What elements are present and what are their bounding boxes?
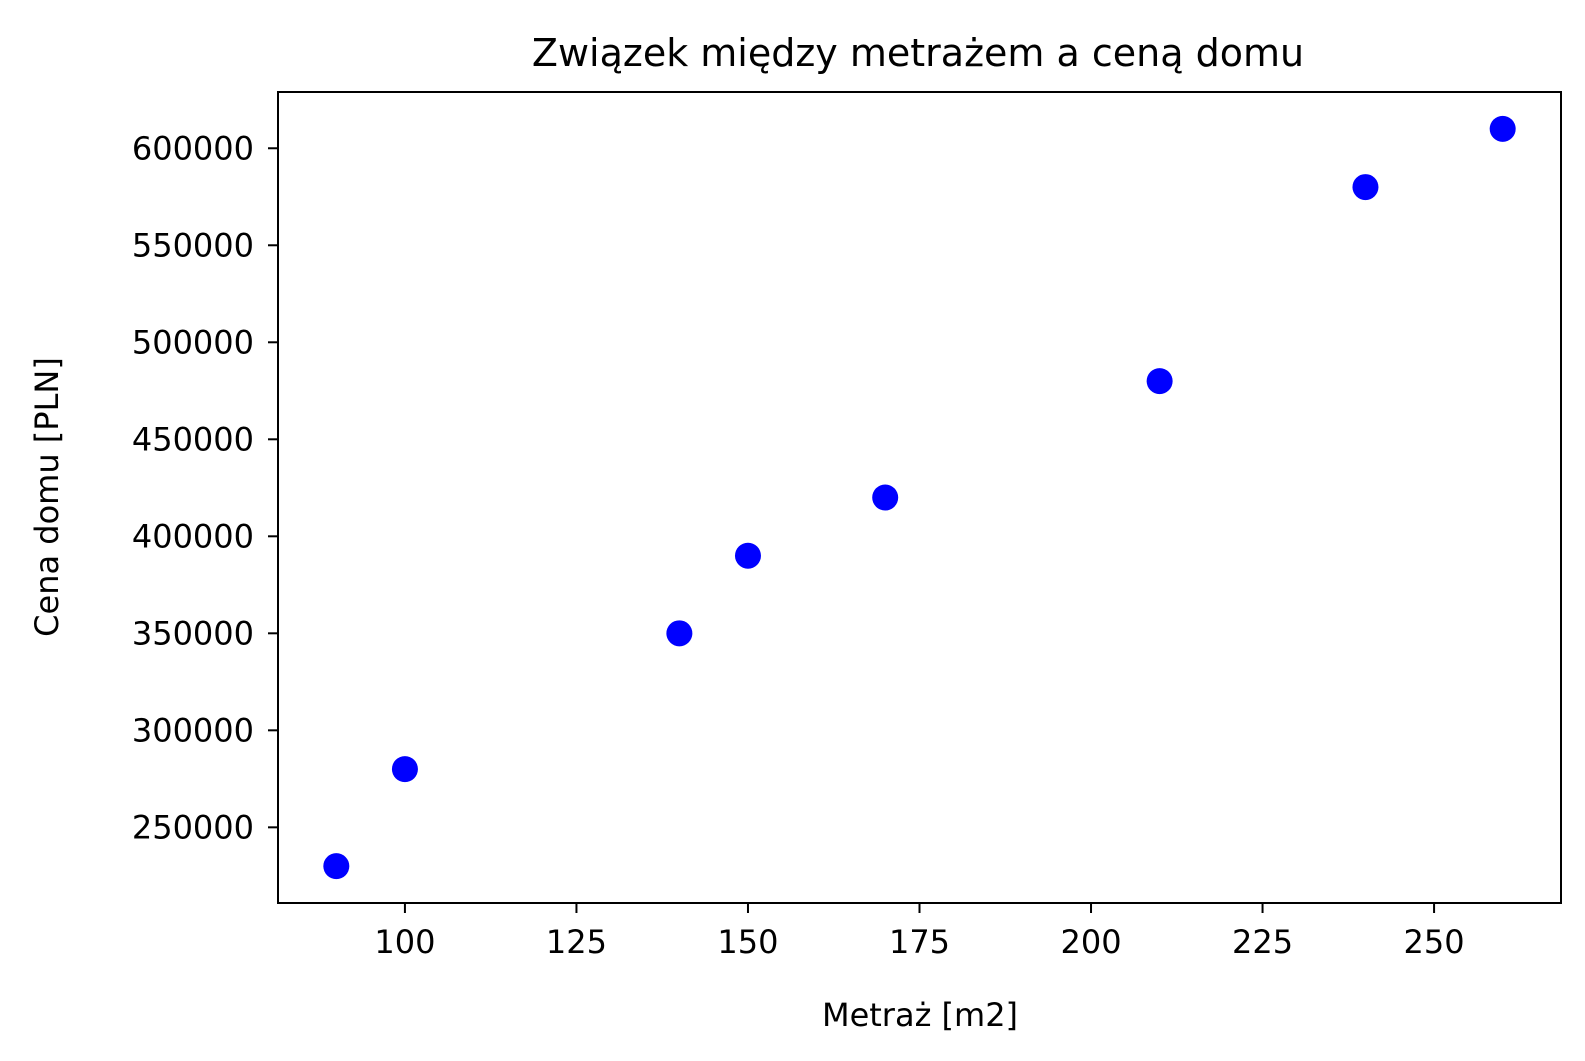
y-tick-label: 500000 [132,323,254,361]
x-tick-label: 250 [1404,923,1465,961]
y-tick-label: 600000 [132,129,254,167]
data-point [734,542,761,569]
y-tick-label: 300000 [132,711,254,749]
data-point [323,853,350,880]
data-point [1352,174,1379,201]
x-tick-label: 150 [717,923,778,961]
x-tick-label: 200 [1060,923,1121,961]
x-tick-label: 175 [889,923,950,961]
chart-title: Związek między metrażem a ceną domu [532,31,1304,75]
x-axis-ticks: 100 125 150 175 200 225 250 [374,903,1465,961]
data-point [1489,115,1516,142]
y-tick-label: 250000 [132,808,254,846]
x-axis-label: Metraż [m2] [822,996,1018,1034]
x-tick-label: 225 [1232,923,1293,961]
y-tick-label: 350000 [132,614,254,652]
x-tick-label: 100 [374,923,435,961]
y-axis-ticks: 250000 300000 350000 400000 450000 500000 5500… [132,129,278,846]
y-tick-label: 400000 [132,517,254,555]
y-tick-label: 550000 [132,226,254,264]
x-tick-label: 125 [546,923,607,961]
data-point [872,484,899,511]
data-points [323,115,1516,880]
data-point [666,620,693,647]
data-point [391,756,418,783]
data-point [1146,368,1173,395]
y-tick-label: 450000 [132,420,254,458]
y-axis-label: Cena domu [PLN] [28,357,66,637]
plot-frame [277,91,1562,904]
